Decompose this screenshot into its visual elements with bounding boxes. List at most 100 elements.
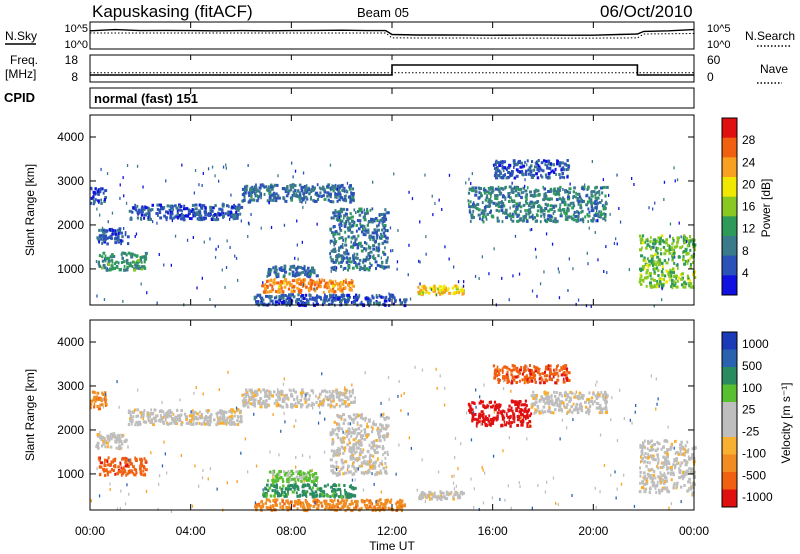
echo-cell [668, 248, 671, 252]
echo-cell [546, 374, 549, 378]
echo-cell [292, 289, 296, 293]
nsky-tick-bottom: 10^0 [64, 39, 88, 51]
echo-cell [567, 289, 569, 292]
echo-cell [271, 479, 274, 482]
echo-cell [347, 268, 350, 272]
echo-cell [346, 293, 351, 297]
echo-cell [572, 267, 574, 271]
echo-cell [255, 300, 258, 303]
echo-cell [252, 400, 255, 404]
echo-cell [291, 483, 294, 487]
echo-cell [693, 248, 696, 252]
echo-cell [592, 217, 595, 221]
echo-cell [483, 186, 486, 190]
echo-cell [271, 489, 274, 493]
echo-cell [331, 200, 335, 204]
echo-cell [194, 207, 198, 211]
freq-tick-top: 18 [65, 53, 79, 67]
echo-cell [360, 450, 364, 454]
echo-cell [686, 274, 689, 278]
echo-cell [533, 216, 537, 220]
echo-cell [597, 215, 601, 219]
echo-cell [302, 192, 306, 196]
echo-cell [345, 495, 348, 499]
echo-cell [383, 252, 387, 256]
echo-cell [346, 435, 349, 439]
echo-cell [532, 168, 536, 172]
echo-cell [512, 364, 516, 368]
echo-cell [322, 300, 325, 304]
echo-cell [221, 215, 225, 218]
echo-cell [588, 196, 591, 200]
echo-cell [523, 403, 527, 407]
echo-cell [269, 279, 273, 283]
echo-cell [199, 410, 201, 414]
echo-cell [499, 172, 501, 176]
echo-cell [468, 205, 471, 209]
echo-cell [130, 420, 134, 424]
echo-cell [381, 446, 385, 450]
echo-cell [349, 446, 353, 450]
echo-cell [336, 297, 340, 301]
echo-cell [132, 410, 135, 414]
echo-cell [170, 411, 173, 415]
echo-cell [648, 244, 651, 248]
echo-cell [383, 234, 387, 238]
echo-cell [288, 267, 292, 271]
echo-cell [546, 166, 550, 170]
echo-cell [679, 246, 683, 250]
echo-cell [259, 400, 262, 403]
echo-cell [661, 287, 663, 291]
echo-cell [137, 210, 140, 214]
echo-cell [365, 435, 368, 439]
echo-cell [484, 424, 488, 428]
echo-cell [513, 204, 516, 208]
echo-cell [291, 183, 295, 187]
echo-cell [534, 408, 537, 412]
echo-cell [354, 296, 357, 300]
echo-cell [584, 400, 587, 404]
echo-cell [263, 287, 267, 291]
echo-cell [432, 285, 435, 289]
echo-cell [515, 366, 519, 370]
echo-cell [235, 256, 238, 260]
echo-cell [233, 410, 237, 414]
echo-cell [669, 268, 672, 272]
echo-cell [428, 497, 431, 501]
echo-cell [298, 493, 302, 497]
echo-cell [344, 298, 346, 302]
echo-cell [385, 435, 389, 439]
echo-cell [358, 456, 361, 460]
echo-cell [361, 267, 365, 270]
echo-cell [344, 278, 347, 282]
echo-cell [671, 267, 675, 271]
echo-cell [97, 456, 100, 460]
echo-cell [222, 421, 226, 425]
echo-cell [129, 417, 132, 421]
echo-cell [265, 405, 269, 409]
echo-cell [640, 268, 644, 272]
echo-cell [646, 243, 650, 247]
echo-cell [586, 410, 589, 413]
echo-cell [291, 299, 294, 303]
echo-cell [493, 400, 497, 404]
echo-cell [143, 216, 146, 220]
echo-cell [366, 230, 370, 234]
echo-cell [363, 224, 366, 228]
echo-cell [155, 212, 159, 215]
echo-cell [127, 242, 130, 246]
echo-cell [272, 473, 275, 477]
echo-cell [433, 495, 436, 499]
echo-cell [309, 278, 313, 282]
y-tick-label: 2000 [57, 218, 84, 232]
echo-cell [128, 460, 132, 464]
echo-cell [247, 401, 250, 405]
echo-cell [215, 213, 219, 217]
echo-cell [313, 483, 316, 487]
echo-cell [519, 379, 521, 383]
echo-cell [678, 221, 680, 225]
echo-cell [386, 450, 389, 454]
echo-cell [228, 213, 232, 217]
echo-cell [493, 376, 496, 380]
echo-cell [453, 493, 457, 497]
